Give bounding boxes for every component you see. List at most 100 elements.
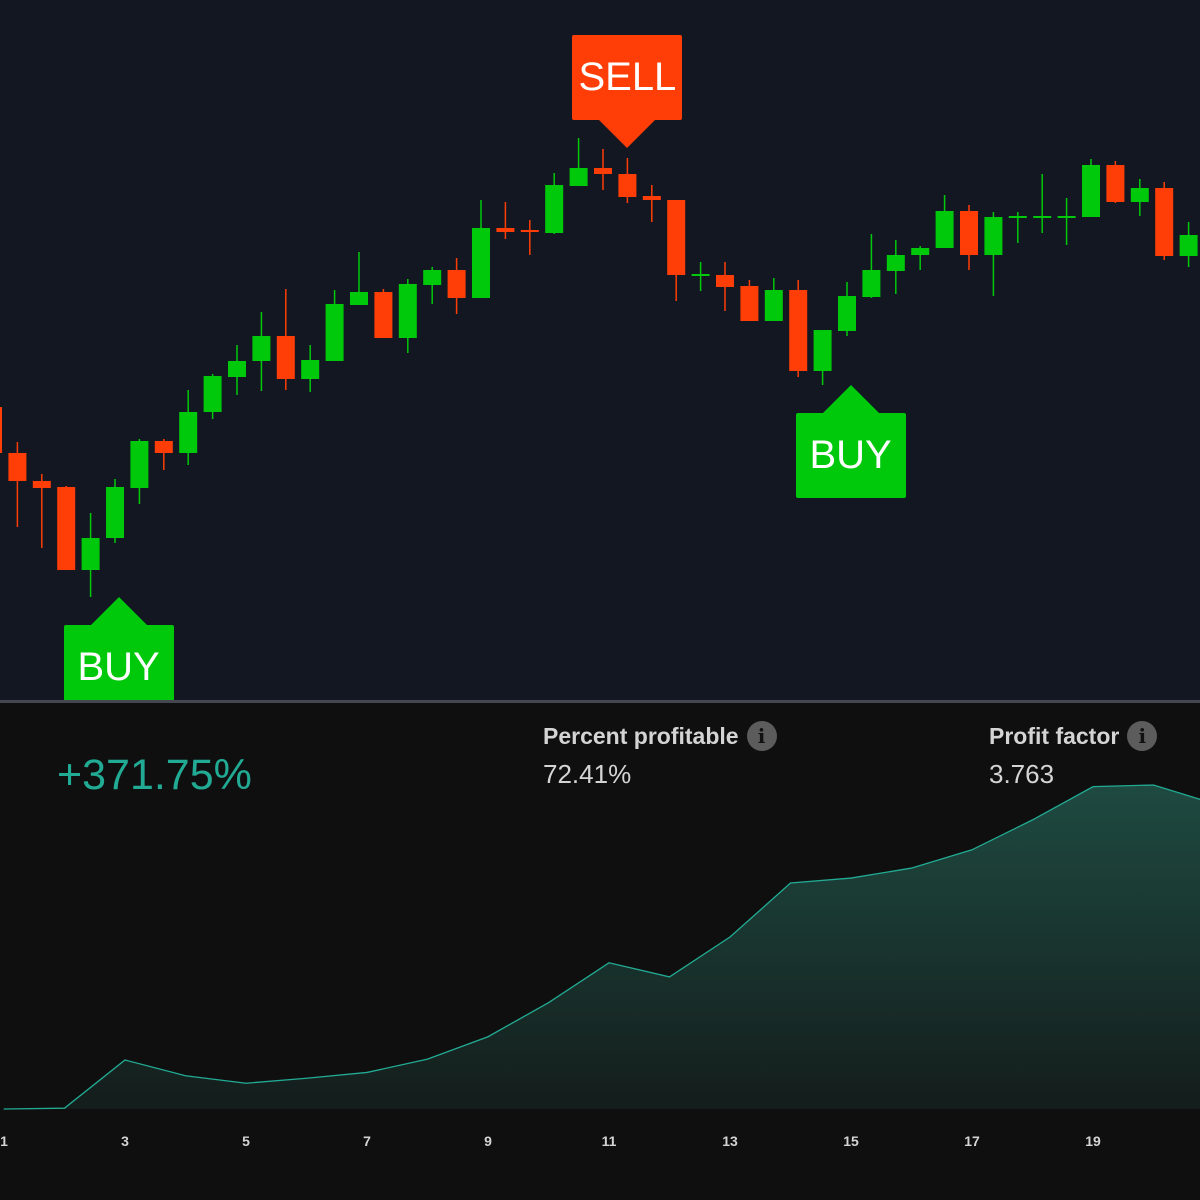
candle-body	[472, 228, 490, 298]
equity-point	[306, 1077, 307, 1079]
x-tick-label: 15	[843, 1133, 859, 1149]
candle-body	[594, 168, 612, 174]
equity-point	[245, 1082, 247, 1084]
net-profit-value: +371.75%	[57, 751, 252, 799]
x-tick-label: 17	[964, 1133, 980, 1149]
candle-body	[1033, 216, 1052, 218]
equity-point	[850, 877, 852, 879]
candle-up	[764, 278, 783, 321]
equity-curve-chart: 1 3 5 7 9 11 13 15 17 19	[0, 784, 1200, 1149]
equity-point	[366, 1071, 368, 1073]
equity-point	[427, 1058, 428, 1060]
candle-body	[130, 441, 149, 488]
info-icon[interactable]: i	[1127, 721, 1158, 751]
candle-down	[154, 439, 173, 470]
candle-down	[520, 220, 539, 255]
candle-body	[374, 292, 393, 338]
candle-down	[276, 289, 295, 390]
candle-down	[642, 185, 661, 222]
candle-body	[154, 441, 173, 453]
candle-up	[325, 290, 344, 361]
equity-point	[548, 1002, 549, 1004]
candle-body	[1106, 165, 1125, 202]
candlestick-chart[interactable]	[0, 0, 1200, 700]
equity-point	[124, 1059, 126, 1061]
equity-point	[669, 976, 670, 978]
candle-up	[301, 345, 320, 392]
candle-body	[1130, 188, 1149, 202]
equity-point	[971, 849, 973, 851]
equity-point	[487, 1036, 489, 1038]
info-icon[interactable]: i	[746, 721, 777, 751]
equity-point	[1032, 819, 1033, 821]
candle-body	[691, 274, 710, 276]
candle-body	[545, 185, 564, 233]
candle-body	[1179, 235, 1198, 256]
candle-body	[642, 196, 661, 200]
candle-down	[1106, 161, 1125, 203]
x-tick-label: 13	[722, 1133, 738, 1149]
candle-down	[0, 407, 2, 453]
equity-point	[185, 1075, 186, 1077]
candle-body	[813, 330, 832, 371]
candle-body	[228, 361, 246, 377]
candle-up	[984, 212, 1003, 296]
candle-body	[203, 376, 222, 412]
candle-up	[81, 513, 100, 597]
candle-body	[911, 248, 930, 255]
candle-body	[886, 255, 905, 271]
price-chart-pane[interactable]: BUY SELL BUY	[0, 0, 1200, 710]
candle-up	[423, 267, 442, 304]
candle-body	[81, 538, 100, 570]
candle-body	[179, 412, 198, 453]
candle-body	[0, 407, 2, 453]
candle-down	[496, 202, 515, 239]
stat-label: Profit factor	[989, 722, 1120, 749]
equity-point	[1153, 784, 1154, 786]
candle-down	[447, 258, 466, 314]
x-tick-label: 9	[484, 1133, 492, 1149]
equity-point	[729, 936, 731, 938]
candle-body	[276, 336, 295, 379]
stat-percent-profitable: Percent profitable i 72.41%	[543, 721, 777, 790]
candle-body	[935, 211, 954, 248]
equity-point	[3, 1108, 5, 1110]
candle-body	[520, 230, 539, 232]
candle-up	[1130, 179, 1149, 216]
candle-body	[618, 174, 637, 197]
equity-point	[911, 867, 912, 869]
candle-up	[1008, 212, 1027, 243]
candle-body	[1008, 216, 1027, 218]
candle-body	[1082, 165, 1100, 217]
candle-up	[935, 195, 954, 248]
candle-down	[740, 280, 759, 321]
candle-down	[57, 486, 76, 570]
candle-down	[716, 262, 734, 311]
candle-up	[179, 390, 198, 465]
candle-body	[740, 286, 759, 321]
candle-body	[862, 270, 881, 297]
equity-area	[4, 785, 1200, 1109]
candle-up	[228, 345, 246, 395]
candle-up	[398, 279, 417, 353]
candle-up	[886, 240, 905, 294]
x-tick-label: 1	[0, 1133, 8, 1149]
candle-up	[350, 252, 368, 305]
candle-up	[911, 246, 930, 270]
candle-body	[325, 304, 344, 361]
candle-up	[203, 374, 222, 419]
candle-body	[716, 275, 734, 287]
candle-up	[1179, 222, 1198, 267]
candle-body	[764, 290, 783, 321]
x-tick-label: 19	[1085, 1133, 1101, 1149]
candle-up	[569, 138, 588, 186]
candle-body	[423, 270, 442, 285]
candle-up	[1057, 198, 1076, 245]
candle-up	[838, 282, 856, 336]
candle-body	[252, 336, 271, 361]
candle-body	[57, 487, 76, 570]
pane-divider[interactable]	[0, 700, 1200, 703]
candle-up	[106, 479, 124, 543]
candle-down	[667, 200, 686, 301]
candle-body	[301, 360, 320, 379]
